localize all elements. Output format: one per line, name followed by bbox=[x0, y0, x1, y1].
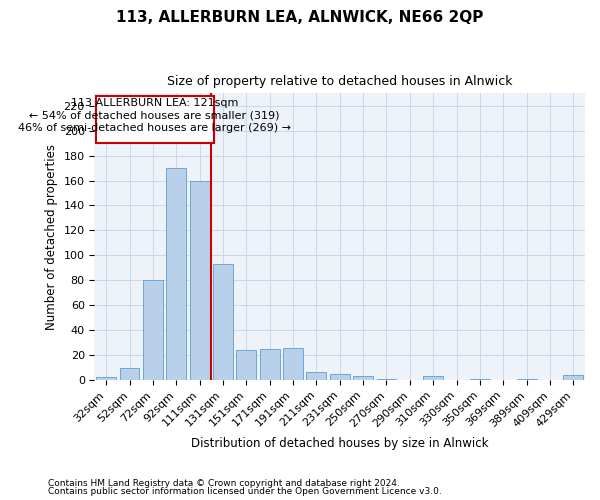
Text: ← 54% of detached houses are smaller (319): ← 54% of detached houses are smaller (31… bbox=[29, 111, 280, 121]
Text: Contains public sector information licensed under the Open Government Licence v3: Contains public sector information licen… bbox=[48, 487, 442, 496]
Text: 46% of semi-detached houses are larger (269) →: 46% of semi-detached houses are larger (… bbox=[18, 123, 291, 133]
FancyBboxPatch shape bbox=[95, 96, 214, 143]
Bar bbox=[517, 378, 536, 380]
Bar bbox=[283, 348, 303, 380]
Bar bbox=[119, 368, 139, 380]
Bar bbox=[377, 378, 397, 380]
Bar bbox=[423, 376, 443, 380]
Y-axis label: Number of detached properties: Number of detached properties bbox=[45, 144, 58, 330]
Text: 113, ALLERBURN LEA, ALNWICK, NE66 2QP: 113, ALLERBURN LEA, ALNWICK, NE66 2QP bbox=[116, 10, 484, 25]
Bar bbox=[307, 372, 326, 380]
X-axis label: Distribution of detached houses by size in Alnwick: Distribution of detached houses by size … bbox=[191, 437, 488, 450]
Text: 113 ALLERBURN LEA: 121sqm: 113 ALLERBURN LEA: 121sqm bbox=[71, 98, 238, 108]
Bar bbox=[470, 378, 490, 380]
Bar bbox=[563, 375, 583, 380]
Bar bbox=[190, 180, 209, 380]
Bar bbox=[213, 264, 233, 380]
Title: Size of property relative to detached houses in Alnwick: Size of property relative to detached ho… bbox=[167, 75, 512, 88]
Bar bbox=[143, 280, 163, 380]
Bar bbox=[330, 374, 350, 380]
Bar bbox=[236, 350, 256, 380]
Bar bbox=[260, 349, 280, 380]
Bar bbox=[166, 168, 186, 380]
Bar bbox=[96, 378, 116, 380]
Bar bbox=[353, 376, 373, 380]
Text: Contains HM Land Registry data © Crown copyright and database right 2024.: Contains HM Land Registry data © Crown c… bbox=[48, 478, 400, 488]
